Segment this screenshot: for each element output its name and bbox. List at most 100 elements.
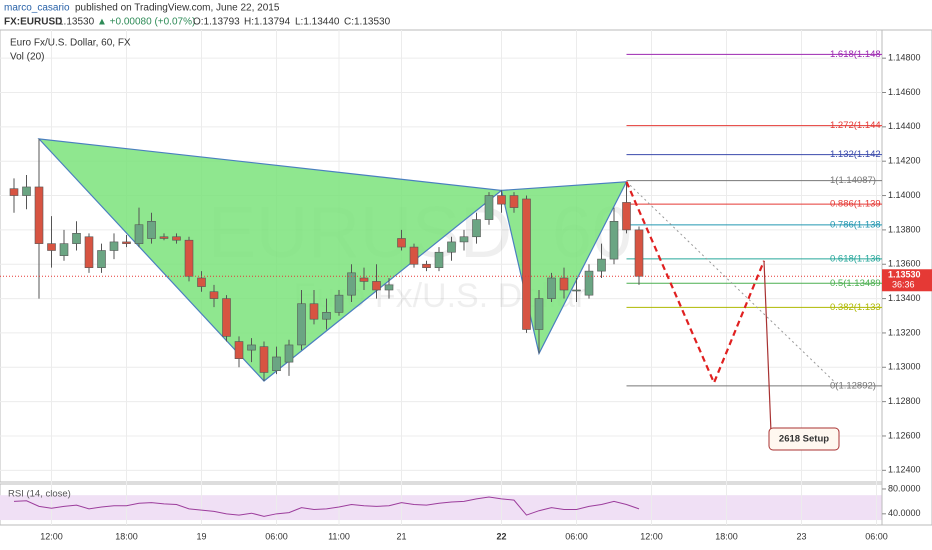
candle-body — [184, 239, 194, 277]
candle-body — [72, 233, 81, 244]
candle-body — [409, 246, 419, 265]
x-tick-label: 12:00 — [640, 531, 663, 541]
x-tick-label: 18:00 — [715, 531, 738, 541]
candle-body — [9, 188, 19, 196]
fib-label: 0(1.12892) — [830, 380, 876, 391]
rsi-title: RSI (14, close) — [8, 489, 71, 500]
fib-label: 1.272(1.144 — [830, 120, 881, 131]
candle-body — [334, 294, 344, 313]
x-tick-label: 06:00 — [865, 531, 888, 541]
callout-text: 2618 Setup — [779, 434, 829, 445]
change: ▲ +0.00080 (+0.07%) — [97, 17, 195, 28]
candle-body — [22, 186, 31, 196]
legend-entry: Euro Fx/U.S. Dollar, 60, FX — [10, 38, 131, 49]
candle-body — [397, 238, 406, 248]
fib-label: 0.618(1.136 — [830, 253, 881, 264]
fib-label: 1(1.14087) — [830, 175, 876, 186]
candle-body — [47, 243, 56, 251]
y-tick-label: 1.12600 — [888, 430, 921, 440]
ohlc-close: C:1.13530 — [344, 17, 391, 28]
price-tag — [882, 269, 932, 292]
candle-body — [172, 236, 181, 241]
ohlc-high: H:1.13794 — [244, 17, 291, 28]
candle-body — [34, 186, 44, 244]
candle-body — [134, 224, 144, 244]
harmonic-pattern — [500, 181, 628, 356]
y-tick-label: 1.14600 — [888, 87, 921, 97]
y-tick-label: 1.13200 — [888, 327, 921, 337]
candle-body — [372, 281, 381, 291]
candle-body — [634, 229, 644, 277]
candle-body — [159, 236, 169, 239]
y-tick-label: 1.14000 — [888, 190, 921, 200]
author: marco_casario — [4, 3, 70, 14]
candle-body — [597, 258, 606, 272]
trend-line — [626, 181, 840, 387]
candle-body — [447, 241, 456, 253]
y-tick-label: 1.14800 — [888, 53, 921, 63]
fib-label: 0.886(1.139 — [830, 199, 881, 210]
candle-body — [259, 346, 269, 373]
candle-body — [359, 277, 369, 282]
fib-label: 1.618(1.148 — [830, 49, 881, 60]
candle-body — [97, 250, 106, 268]
candle-body — [484, 195, 494, 220]
y-tick-label: 1.14200 — [888, 156, 921, 166]
x-tick-label: 18:00 — [115, 531, 138, 541]
projection-path — [625, 181, 766, 386]
candle-body — [209, 291, 219, 299]
published: published on TradingView.com, June 22, 2… — [75, 3, 280, 14]
candle-body — [322, 312, 331, 320]
candle-body — [347, 272, 356, 296]
rsi-band — [0, 495, 882, 521]
candle-body — [534, 298, 544, 330]
candle-body — [547, 277, 556, 299]
x-tick-label: 11:00 — [328, 531, 350, 541]
candle-body — [272, 356, 281, 372]
candle-body — [222, 298, 231, 337]
price-tag-label: 1.13530 — [888, 270, 921, 280]
fib-label: 0.382(1.133 — [830, 302, 881, 313]
y-tick-label: 1.14400 — [888, 121, 921, 131]
y-tick-label: 1.13000 — [888, 362, 921, 372]
candle-body — [622, 202, 631, 231]
candle-body — [297, 303, 306, 346]
rsi-line — [13, 496, 640, 517]
candle-body — [572, 289, 581, 292]
candle-body — [197, 277, 206, 287]
candle-body — [234, 341, 244, 359]
fib-label: 1.132(1.142 — [830, 149, 881, 160]
fib-label: 0.786(1.138 — [830, 219, 881, 230]
candle-body — [422, 263, 431, 268]
ohlc-open: O:1.13793 — [193, 17, 240, 28]
x-tick-label: 22 — [496, 531, 506, 541]
x-tick-label: 19 — [196, 531, 206, 541]
last-price: 1.13530 — [58, 17, 95, 28]
fib-label: 0.5(1.13489 — [830, 278, 881, 289]
y-tick-label: 1.12800 — [888, 396, 921, 406]
candle-body — [309, 303, 319, 320]
legend-entry: Vol (20) — [10, 52, 44, 63]
candle-body — [609, 221, 619, 260]
countdown: 36:36 — [892, 280, 915, 290]
candle-body — [459, 236, 469, 243]
candle-body — [472, 219, 481, 238]
harmonic-pattern — [37, 138, 504, 382]
candle-body — [284, 344, 294, 363]
candle-body — [509, 195, 519, 208]
candle-body — [559, 277, 569, 291]
x-tick-label: 21 — [396, 531, 406, 541]
candle-body — [522, 198, 531, 330]
rsi-tick-label: 80.0000 — [888, 483, 921, 493]
y-tick-label: 1.13600 — [888, 259, 921, 269]
y-tick-label: 1.13400 — [888, 293, 921, 303]
x-tick-label: 23 — [796, 531, 806, 541]
candle-body — [84, 236, 94, 268]
candle-body — [584, 270, 594, 296]
candle-body — [59, 243, 69, 256]
candle-body — [247, 344, 256, 351]
y-tick-label: 1.13800 — [888, 224, 921, 234]
candle-body — [109, 241, 119, 251]
